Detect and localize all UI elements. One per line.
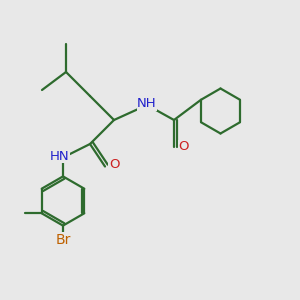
Text: HN: HN: [50, 149, 70, 163]
Text: O: O: [178, 140, 189, 154]
Text: NH: NH: [137, 97, 157, 110]
Text: Br: Br: [55, 233, 71, 247]
Text: O: O: [109, 158, 119, 172]
